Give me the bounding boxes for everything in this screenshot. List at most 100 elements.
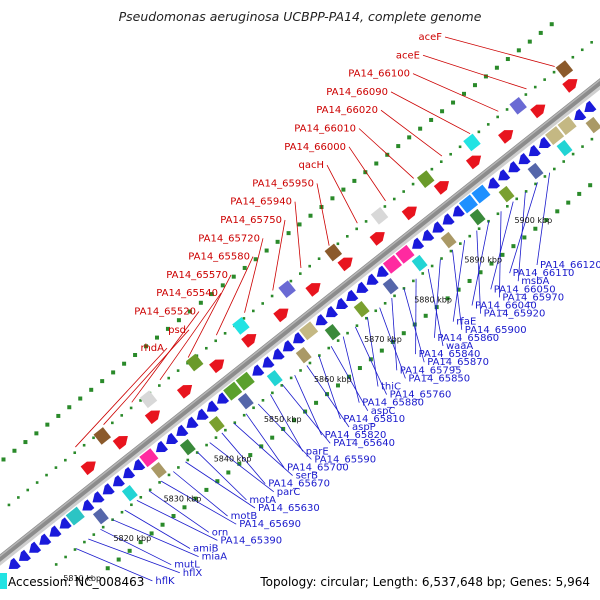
leader-line (244, 238, 264, 313)
reverse-gene-arrow (176, 424, 189, 436)
guide-dot (505, 57, 510, 62)
guide-dot (544, 218, 549, 223)
guide-dot (242, 265, 247, 270)
guide-dot (176, 318, 181, 323)
reverse-gene-arrow (336, 297, 349, 310)
guide-dot (101, 525, 105, 529)
forward-gene-label: PA14_65540 (156, 288, 218, 299)
guide-dot (133, 353, 138, 358)
leader-line (471, 220, 490, 306)
forward-gene-label: PA14_66020 (316, 105, 378, 116)
reverse-gene-label: amiB (193, 544, 219, 555)
guide-dot (270, 294, 274, 298)
rna-feature-box (585, 116, 600, 134)
rna-feature-box (65, 506, 85, 526)
reverse-gene-label: PA14_65640 (333, 438, 395, 449)
guide-dot (355, 324, 359, 327)
guide-dot (511, 244, 516, 249)
forward-gene-label: PA14_66010 (294, 124, 356, 135)
guide-dot (242, 317, 246, 320)
kbp-tick-label: 5850 kbp (264, 415, 302, 424)
reverse-gene-arrow (452, 205, 465, 217)
guide-dot (365, 316, 368, 320)
reverse-gene-arrow (488, 177, 501, 189)
guide-dot (379, 348, 384, 353)
reverse-gene-label: PA14_65670 (268, 479, 330, 490)
forward-gene-label: PA14_66000 (284, 142, 346, 153)
reverse-gene-label: PA14_65700 (287, 463, 349, 474)
leader-line (112, 519, 199, 557)
guide-dot (374, 309, 378, 313)
guide-dot (275, 239, 280, 244)
leader-line (444, 36, 555, 67)
guide-dot (73, 548, 77, 551)
leader-line (348, 146, 386, 202)
reverse-gene-arrow (186, 416, 199, 428)
guide-dot (345, 235, 349, 238)
guide-dot (45, 473, 48, 477)
guide-dot (292, 418, 297, 423)
leader-line (342, 336, 360, 403)
reverse-gene-arrow (217, 392, 230, 404)
guide-dot (368, 357, 373, 362)
guide-dot (252, 309, 255, 313)
guide-dot (165, 326, 170, 331)
reverse-gene-arrow (112, 475, 125, 487)
reverse-gene-arrow (518, 153, 531, 165)
guide-dot (346, 331, 349, 335)
guide-dot (261, 399, 265, 402)
leader-line (160, 480, 237, 525)
reverse-gene-arrow (412, 237, 425, 249)
guide-dot (54, 563, 58, 566)
guide-dot (440, 257, 443, 260)
leader-line (282, 384, 331, 444)
guide-dot (445, 296, 450, 301)
guide-dot (120, 414, 124, 417)
forward-gene-arrow (176, 385, 193, 399)
leader-line (294, 201, 302, 269)
rna-feature-box (223, 381, 243, 401)
guide-dot (449, 152, 452, 156)
guide-dot (154, 335, 159, 340)
guide-dot (92, 436, 95, 440)
rna-feature-box (509, 96, 527, 115)
rna-feature-box (150, 461, 167, 479)
reverse-gene-arrow (432, 221, 445, 233)
rna-feature-box (382, 277, 399, 295)
leader-line (390, 91, 471, 135)
guide-dot (100, 379, 105, 384)
guide-dot (289, 279, 293, 283)
guide-dot (252, 406, 255, 410)
guide-dot (478, 270, 483, 275)
kbp-tick-label: 5860 kbp (314, 375, 352, 384)
guide-dot (209, 292, 214, 297)
guide-dot (506, 204, 509, 208)
rna-feature-box (370, 206, 389, 225)
rna-feature-box (139, 390, 158, 409)
guide-dot (105, 566, 110, 571)
rna-feature-box (121, 485, 138, 502)
reverse-gene-arrow (442, 213, 455, 225)
guide-dot (148, 488, 152, 492)
accession-label: Accession: NC_008463 (8, 575, 145, 589)
guide-dot (524, 93, 528, 96)
guide-dot (505, 108, 509, 111)
guide-dot (176, 369, 180, 372)
guide-dot (330, 196, 335, 201)
guide-dot (298, 272, 302, 275)
guide-dot (64, 458, 67, 462)
rna-feature-box (266, 369, 283, 387)
reverse-gene-arrow (376, 265, 389, 277)
guide-dot (449, 249, 453, 253)
rna-feature-box (463, 133, 481, 152)
leader-line (318, 355, 341, 420)
forward-gene-label: PA14_65940 (230, 197, 292, 208)
leader-line (422, 54, 527, 90)
guide-dot (462, 91, 467, 96)
guide-dot (308, 361, 312, 365)
reverse-gene-arrow (102, 483, 115, 495)
reverse-gene-arrow (366, 273, 379, 285)
leader-line (391, 297, 398, 371)
rna-feature-box (556, 139, 573, 157)
reverse-gene-label: hflX (183, 568, 203, 579)
